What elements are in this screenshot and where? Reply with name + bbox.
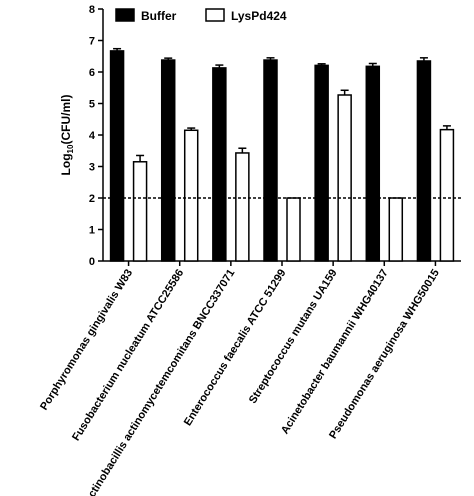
y-tick-label: 7 — [89, 36, 95, 48]
y-tick-label: 8 — [89, 4, 95, 16]
y-tick-label: 5 — [89, 99, 95, 111]
bar-lyspd424 — [388, 197, 404, 262]
bar-lyspd424 — [337, 94, 352, 262]
bar-buffer — [416, 60, 432, 262]
bar-buffer — [365, 65, 381, 262]
y-tick-label: 4 — [89, 130, 96, 142]
y-tick-label: 6 — [89, 67, 95, 79]
y-axis-title: Log10(CFU/ml) — [59, 95, 75, 176]
y-tick-label: 1 — [89, 225, 95, 237]
bar-lyspd424 — [286, 197, 301, 262]
x-category-label: Enterococcus faecalis ATCC 51299 — [182, 267, 289, 428]
x-category-label: Porphyromonas gingivalis W83 — [38, 267, 135, 412]
bar-lyspd424 — [132, 161, 148, 262]
legend-label-lyspd424: LysPd424 — [231, 9, 287, 23]
x-category-label: Streptococcus mutans UA159 — [247, 267, 340, 406]
legend-swatch-lyspd424 — [205, 8, 225, 22]
bar-lyspd424 — [439, 128, 455, 262]
x-category-label: Pseudomonas aeruginosa WHG50015 — [327, 267, 442, 441]
bar-lyspd424 — [235, 152, 250, 262]
y-tick-label: 2 — [89, 193, 95, 205]
bar-buffer — [212, 67, 227, 262]
y-tick-label: 3 — [89, 162, 95, 174]
x-category-label: Acinetobacter baumannii WHG40137 — [279, 267, 391, 436]
legend-label-buffer: Buffer — [141, 9, 177, 23]
bars — [109, 47, 455, 262]
legend-swatch-buffer — [115, 8, 135, 22]
x-category-label: Fusobacterium nucleatum ATCC25586 — [70, 267, 186, 443]
y-tick-label: 0 — [89, 256, 95, 268]
bar-buffer — [314, 64, 329, 262]
bar-buffer — [109, 50, 125, 262]
legend: Buffer LysPd424 — [115, 8, 287, 23]
bar-buffer — [160, 59, 176, 262]
bar-buffer — [263, 59, 278, 262]
bar-lyspd424 — [183, 129, 199, 262]
